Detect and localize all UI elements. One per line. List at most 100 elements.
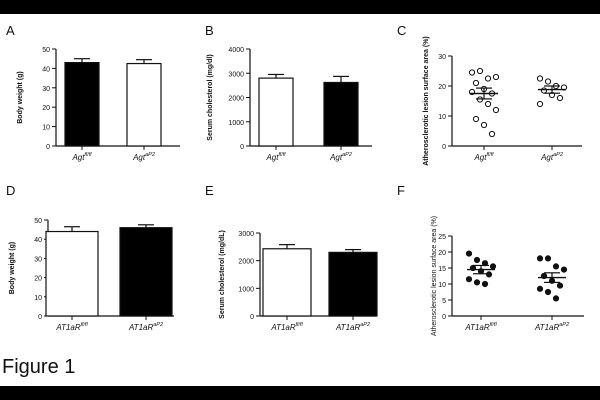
y-tick-label: 30	[42, 86, 50, 93]
y-tick-label: 20	[438, 84, 446, 91]
data-point	[556, 94, 564, 102]
data-point	[544, 288, 552, 296]
data-point	[480, 121, 488, 129]
data-point	[560, 266, 568, 273]
y-axis-label: Body weight (g)	[17, 71, 24, 124]
data-point	[556, 282, 564, 289]
y-tick-label: 10	[34, 295, 42, 302]
y-tick-label: 10	[42, 125, 50, 132]
panel-label: E	[205, 183, 214, 198]
y-tick-label: 2000	[238, 259, 254, 266]
panel-label: B	[205, 23, 214, 38]
panel-e: E 0 1000 2000 3000 Serum cholesterol (mg/dL) A…	[205, 183, 378, 332]
y-tick-label: 10	[438, 114, 446, 121]
y-tick-label: 10	[438, 282, 446, 289]
y-tick-label: 50	[42, 47, 50, 54]
data-point	[536, 100, 544, 108]
x-tick-label: Agtfl/fl	[71, 152, 92, 162]
y-tick-label: 1000	[238, 286, 254, 293]
data-point	[472, 115, 480, 123]
x-tick-label: AgtaP2	[329, 152, 352, 162]
data-point	[484, 75, 492, 82]
y-tick-label: 2000	[228, 96, 244, 103]
bar	[262, 248, 312, 317]
panel-b: B 0 1000 2000 3000 4000 Serum cholesterol (mg/…	[205, 23, 372, 162]
bar	[323, 81, 359, 147]
data-point	[536, 255, 544, 262]
panel-c: C 0 10 20 30 Atherosclerotic lesion surface a…	[397, 23, 582, 166]
x-tick-label: Agtfl/fl	[265, 152, 286, 162]
y-axis-label: Serum cholesterol (mg/dl)	[207, 54, 214, 140]
x-tick-label: AgtaP2	[132, 152, 155, 162]
x-tick-label: AT1aRaP2	[534, 322, 569, 332]
y-axis-label: Serum cholesterol (mg/dL)	[219, 230, 226, 319]
y-tick-label: 20	[438, 250, 446, 257]
data-point	[465, 276, 473, 283]
y-tick-label: 0	[442, 314, 446, 321]
y-tick-label: 0	[46, 144, 50, 151]
bar	[45, 230, 99, 317]
y-tick-label: 40	[34, 237, 42, 244]
data-point	[536, 75, 544, 82]
x-tick-label: AT1aRaP2	[335, 322, 370, 332]
y-tick-label: 0	[38, 314, 42, 321]
top-black-band	[0, 0, 600, 14]
panel-label: A	[6, 23, 15, 38]
data-point	[552, 295, 560, 302]
data-point	[484, 100, 492, 108]
figure-caption: Figure 1	[2, 356, 76, 378]
data-point	[489, 263, 497, 270]
data-point	[465, 250, 473, 257]
bottom-black-band	[0, 386, 600, 400]
x-tick-label: AT1aRfl/fl	[55, 322, 88, 332]
y-tick-label: 0	[250, 314, 254, 321]
data-point	[468, 69, 476, 76]
panel-a: A 0 10 20 30 40 50 Body weight (g) Agtfl/fl AgtaP…	[6, 23, 180, 162]
data-point	[485, 271, 493, 278]
bar	[126, 62, 162, 147]
y-tick-label: 15	[438, 266, 446, 273]
y-axis-label: Atherosclerotic lesion surface area (%)	[431, 216, 438, 336]
x-tick-label: AT1aRfl/fl	[270, 322, 303, 332]
y-tick-label: 20	[34, 276, 42, 283]
panel-label: D	[6, 183, 15, 198]
data-point	[540, 87, 548, 94]
data-point	[544, 255, 552, 262]
y-tick-label: 0	[240, 144, 244, 151]
x-tick-label: AT1aRaP2	[128, 322, 163, 332]
data-point	[473, 256, 481, 264]
bar	[258, 77, 294, 147]
data-point	[476, 67, 484, 75]
y-tick-label: 20	[42, 105, 50, 112]
x-tick-label: AT1aRfl/fl	[464, 322, 497, 332]
y-tick-label: 25	[438, 234, 446, 241]
y-tick-label: 5	[442, 298, 446, 305]
data-point	[544, 78, 552, 85]
data-point	[492, 73, 500, 81]
data-point	[473, 279, 481, 286]
y-tick-label: 0	[442, 144, 446, 151]
data-point	[536, 285, 544, 292]
y-tick-label: 4000	[228, 47, 244, 54]
bar	[328, 251, 378, 317]
data-point	[481, 280, 489, 288]
y-tick-label: 30	[438, 54, 446, 61]
x-tick-label: AgtaP2	[540, 152, 563, 162]
x-tick-label: Agtfl/fl	[473, 152, 494, 162]
bar	[119, 227, 173, 317]
panel-d: D 0 10 20 30 40 50 Body weight (g) AT1aRfl/fl AT1…	[6, 183, 174, 332]
y-tick-label: 50	[34, 218, 42, 225]
panel-label: C	[397, 23, 406, 38]
data-point	[492, 106, 500, 114]
bar	[64, 61, 100, 147]
data-point	[552, 263, 560, 270]
panel-label: F	[397, 183, 405, 198]
data-point	[488, 130, 496, 138]
y-tick-label: 1000	[228, 120, 244, 127]
y-tick-label: 30	[34, 256, 42, 263]
data-point	[472, 79, 480, 87]
y-tick-label: 3000	[238, 231, 254, 238]
